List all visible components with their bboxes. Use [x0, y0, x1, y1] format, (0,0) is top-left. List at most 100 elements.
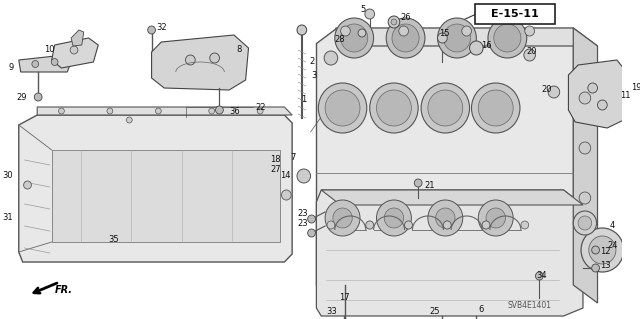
Circle shape	[399, 26, 408, 36]
Circle shape	[209, 108, 214, 114]
Circle shape	[318, 83, 367, 133]
Circle shape	[578, 216, 592, 230]
Circle shape	[639, 83, 640, 91]
Circle shape	[548, 86, 560, 98]
Circle shape	[482, 221, 490, 229]
Polygon shape	[627, 83, 640, 92]
Circle shape	[58, 108, 65, 114]
Circle shape	[282, 190, 291, 200]
Circle shape	[462, 26, 472, 36]
Text: 20: 20	[527, 48, 537, 56]
Circle shape	[35, 93, 42, 101]
Text: 7: 7	[290, 153, 296, 162]
Text: 32: 32	[156, 24, 167, 33]
Polygon shape	[52, 150, 280, 242]
Circle shape	[107, 108, 113, 114]
Text: SVB4E1401: SVB4E1401	[508, 300, 552, 309]
Text: 33: 33	[326, 308, 337, 316]
Text: 12: 12	[600, 248, 611, 256]
Circle shape	[32, 61, 38, 68]
Text: 19: 19	[632, 84, 640, 93]
Polygon shape	[316, 28, 573, 285]
Circle shape	[536, 272, 543, 280]
Text: 35: 35	[108, 235, 118, 244]
Polygon shape	[71, 30, 84, 46]
Text: 15: 15	[440, 29, 450, 39]
Text: 1: 1	[301, 95, 307, 105]
Text: 36: 36	[229, 108, 240, 116]
Text: 8: 8	[236, 46, 242, 55]
Circle shape	[592, 246, 600, 254]
Circle shape	[216, 106, 223, 114]
Circle shape	[588, 83, 598, 93]
Circle shape	[70, 46, 78, 54]
Text: 31: 31	[3, 213, 13, 222]
Circle shape	[327, 221, 335, 229]
Circle shape	[581, 228, 624, 272]
Text: FR.: FR.	[54, 285, 73, 295]
Circle shape	[376, 200, 412, 236]
Text: 18: 18	[270, 155, 280, 165]
Circle shape	[210, 53, 220, 63]
Circle shape	[325, 200, 360, 236]
Text: 5: 5	[360, 5, 366, 14]
Circle shape	[488, 18, 527, 58]
Circle shape	[404, 221, 412, 229]
Text: 10: 10	[44, 46, 54, 55]
Circle shape	[525, 26, 534, 36]
Text: 28: 28	[335, 35, 346, 44]
Circle shape	[421, 83, 470, 133]
Circle shape	[579, 192, 591, 204]
Circle shape	[428, 90, 463, 126]
Text: 14: 14	[280, 172, 290, 181]
Circle shape	[365, 9, 374, 19]
Text: E-15-11: E-15-11	[492, 9, 539, 19]
FancyBboxPatch shape	[476, 4, 555, 24]
Circle shape	[478, 90, 513, 126]
Circle shape	[404, 221, 412, 229]
Polygon shape	[336, 28, 598, 46]
Circle shape	[592, 264, 600, 272]
Circle shape	[444, 221, 451, 229]
Circle shape	[494, 24, 521, 52]
Circle shape	[335, 18, 374, 58]
Circle shape	[366, 221, 374, 229]
Circle shape	[324, 51, 338, 65]
Text: 23: 23	[297, 219, 308, 227]
Circle shape	[414, 179, 422, 187]
Circle shape	[436, 208, 455, 228]
Text: 23: 23	[297, 209, 308, 218]
Polygon shape	[37, 107, 292, 115]
Circle shape	[579, 142, 591, 154]
Text: 2: 2	[310, 57, 315, 66]
Circle shape	[598, 100, 607, 110]
Circle shape	[482, 221, 490, 229]
Circle shape	[392, 24, 419, 52]
Polygon shape	[19, 55, 71, 72]
Text: 6: 6	[478, 306, 484, 315]
Circle shape	[589, 236, 616, 264]
Polygon shape	[152, 35, 248, 90]
Circle shape	[156, 108, 161, 114]
Circle shape	[366, 221, 374, 229]
Circle shape	[386, 18, 425, 58]
Circle shape	[444, 221, 451, 229]
Circle shape	[297, 25, 307, 35]
Polygon shape	[19, 115, 292, 262]
Circle shape	[384, 208, 404, 228]
Text: 30: 30	[3, 170, 13, 180]
Circle shape	[428, 200, 463, 236]
Circle shape	[478, 200, 513, 236]
Circle shape	[370, 83, 418, 133]
Text: 4: 4	[610, 220, 616, 229]
Text: 22: 22	[255, 103, 266, 113]
Circle shape	[340, 24, 368, 52]
Text: 21: 21	[424, 182, 435, 190]
Circle shape	[297, 169, 310, 183]
Circle shape	[325, 90, 360, 126]
Text: 3: 3	[311, 71, 316, 80]
Circle shape	[521, 221, 529, 229]
Text: 27: 27	[270, 166, 280, 174]
Circle shape	[486, 208, 506, 228]
Text: 34: 34	[536, 271, 547, 279]
